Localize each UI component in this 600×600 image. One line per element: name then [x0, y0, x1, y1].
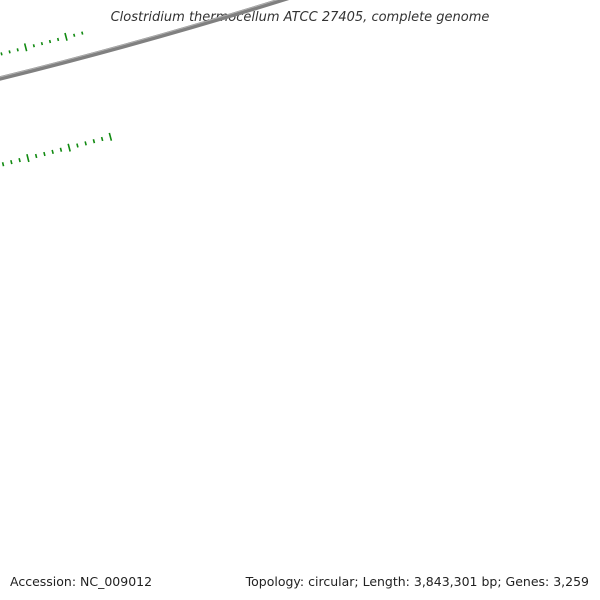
tick-minor [43, 151, 46, 157]
scale-tick-minor [32, 44, 36, 48]
tick-minor [34, 153, 38, 159]
scale-tick-minor [0, 52, 3, 56]
tick-minor [1, 162, 5, 167]
scale-tick-minor [8, 50, 11, 54]
scale-tick-minor [48, 39, 52, 44]
scale-tick-ring [0, 31, 84, 56]
scale-tick-minor [56, 37, 60, 42]
tick-minor [10, 160, 13, 165]
accession-text: Accession: NC_009012 [10, 574, 153, 589]
tick-minor [92, 139, 96, 144]
tick-major [67, 143, 71, 152]
scale-tick-minor [16, 48, 19, 52]
genome-summary-text: Topology: circular; Length: 3,843,301 bp… [245, 574, 589, 589]
tick-minor [76, 143, 79, 148]
tick-minor [51, 149, 54, 154]
outer-tick-ring [1, 132, 113, 167]
scale-tick-minor [81, 31, 84, 35]
scale-tick-minor [40, 41, 44, 46]
tick-minor [84, 141, 87, 146]
backbone-highlight [0, 0, 279, 78]
scale-tick-minor [73, 33, 76, 37]
scale-tick-major [23, 43, 28, 52]
tick-minor [18, 158, 21, 163]
backbone-line [0, 0, 290, 81]
tick-minor [100, 136, 104, 142]
scale-tick-major [64, 32, 68, 41]
tick-minor [59, 147, 63, 152]
backbone-track [0, 0, 290, 81]
tick-major [108, 132, 113, 141]
tick-major [26, 154, 30, 163]
